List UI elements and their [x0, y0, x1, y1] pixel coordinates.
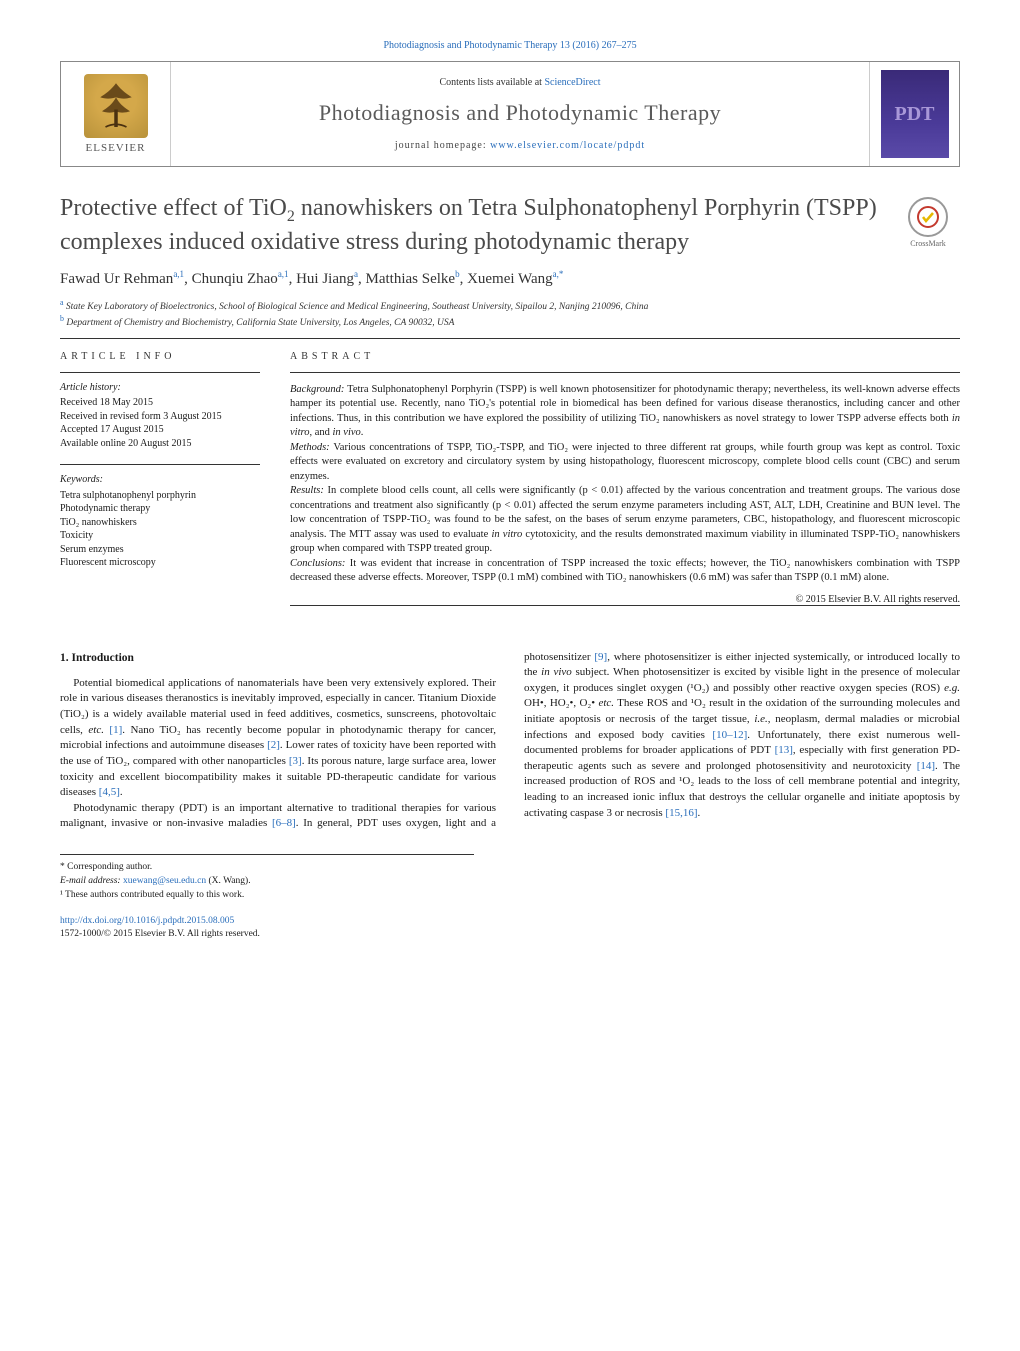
keywords-label: Keywords:: [60, 473, 260, 487]
history-item: Received 18 May 2015: [60, 396, 260, 410]
homepage-prefix: journal homepage:: [395, 140, 490, 151]
page-footer: http://dx.doi.org/10.1016/j.pdpdt.2015.0…: [60, 915, 960, 940]
affiliations-block: a State Key Laboratory of Bioelectronics…: [60, 298, 960, 330]
keyword-item: Photodynamic therapy: [60, 502, 260, 516]
footnotes-block: * Corresponding author. E-mail address: …: [60, 854, 474, 901]
ref-link[interactable]: [2]: [267, 739, 280, 751]
publisher-logo-block: ELSEVIER: [61, 62, 171, 166]
keywords-list: Tetra sulphotanophenyl porphyrinPhotodyn…: [60, 489, 260, 570]
ref-link[interactable]: [9]: [594, 651, 607, 663]
keyword-item: TiO₂ nanowhiskers: [60, 516, 260, 530]
abstract-column: abstract Background: Tetra Sulphonatophe…: [290, 351, 960, 616]
ref-link[interactable]: [10–12]: [712, 729, 747, 741]
email-tail: (X. Wang).: [206, 876, 250, 886]
abstract-heading: abstract: [290, 351, 960, 362]
ref-link[interactable]: [1]: [109, 724, 122, 736]
ref-link[interactable]: [6–8]: [272, 817, 296, 829]
sciencedirect-link[interactable]: ScienceDirect: [544, 77, 600, 88]
contents-prefix: Contents lists available at: [439, 77, 544, 88]
title-row: Protective effect of TiO2 nanowhiskers o…: [60, 193, 960, 257]
results-text: In complete blood cells count, all cells…: [290, 485, 960, 554]
issn-copyright-line: 1572-1000/© 2015 Elsevier B.V. All right…: [60, 928, 960, 940]
journal-cover-thumbnail: PDT: [881, 70, 949, 158]
top-citation: Photodiagnosis and Photodynamic Therapy …: [60, 40, 960, 51]
ref-link[interactable]: [14]: [917, 760, 935, 772]
history-block: Article history: Received 18 May 2015Rec…: [60, 381, 260, 451]
authors-line: Fawad Ur Rehmana,1, Chunqiu Zhaoa,1, Hui…: [60, 269, 960, 288]
masthead-center: Contents lists available at ScienceDirec…: [171, 62, 869, 166]
section-heading-intro: 1. Introduction: [60, 650, 496, 666]
masthead: ELSEVIER Contents lists available at Sci…: [60, 61, 960, 167]
keyword-item: Serum enzymes: [60, 543, 260, 557]
top-citation-link[interactable]: Photodiagnosis and Photodynamic Therapy …: [383, 40, 636, 51]
equal-contribution-note: ¹ These authors contributed equally to t…: [60, 889, 474, 902]
crossmark-widget[interactable]: CrossMark: [896, 197, 960, 248]
article-info-column: article info Article history: Received 1…: [60, 351, 260, 616]
ref-link[interactable]: [3]: [289, 755, 302, 767]
results-label: Results:: [290, 485, 324, 496]
corresponding-email-link[interactable]: xuewang@seu.edu.cn: [123, 876, 206, 886]
doi-link[interactable]: http://dx.doi.org/10.1016/j.pdpdt.2015.0…: [60, 916, 234, 926]
keyword-item: Fluorescent microscopy: [60, 556, 260, 570]
keyword-item: Toxicity: [60, 529, 260, 543]
article-title: Protective effect of TiO2 nanowhiskers o…: [60, 193, 884, 257]
conclusions-label: Conclusions:: [290, 558, 345, 569]
journal-title: Photodiagnosis and Photodynamic Therapy: [183, 100, 857, 126]
email-label: E-mail address:: [60, 876, 121, 886]
elsevier-tree-icon: [84, 74, 148, 138]
methods-label: Methods:: [290, 442, 330, 453]
bg-label: Background:: [290, 384, 344, 395]
email-line: E-mail address: xuewang@seu.edu.cn (X. W…: [60, 875, 474, 888]
body-columns: 1. Introduction Potential biomedical app…: [60, 650, 960, 832]
cover-letters: PDT: [895, 103, 935, 126]
keyword-item: Tetra sulphotanophenyl porphyrin: [60, 489, 260, 503]
history-item: Received in revised form 3 August 2015: [60, 410, 260, 424]
article-info-heading: article info: [60, 351, 260, 362]
publisher-name: ELSEVIER: [86, 142, 146, 154]
history-list: Received 18 May 2015Received in revised …: [60, 396, 260, 450]
cover-thumb-block: PDT: [869, 62, 959, 166]
history-item: Available online 20 August 2015: [60, 437, 260, 451]
page: Photodiagnosis and Photodynamic Therapy …: [0, 0, 1020, 980]
crossmark-badge-icon: [908, 197, 948, 237]
tree-svg: [88, 78, 144, 134]
corresponding-author-note: * Corresponding author.: [60, 861, 474, 874]
conclusions-text: It was evident that increase in concentr…: [290, 558, 960, 583]
methods-text: Various concentrations of TSPP, TiO₂-TSP…: [290, 442, 960, 482]
history-item: Accepted 17 August 2015: [60, 423, 260, 437]
bg-text: Tetra Sulphonatophenyl Porphyrin (TSPP) …: [290, 384, 960, 438]
abstract-body: Background: Tetra Sulphonatophenyl Porph…: [290, 383, 960, 586]
homepage-link[interactable]: www.elsevier.com/locate/pdpdt: [490, 140, 645, 151]
intro-para-1: Potential biomedical applications of nan…: [60, 676, 496, 801]
crossmark-label: CrossMark: [910, 239, 946, 248]
info-abstract-row: article info Article history: Received 1…: [60, 338, 960, 616]
abstract-copyright: © 2015 Elsevier B.V. All rights reserved…: [290, 594, 960, 605]
ref-link[interactable]: [15,16]: [665, 807, 697, 819]
ref-link[interactable]: [4,5]: [99, 786, 120, 798]
ref-link[interactable]: [13]: [775, 744, 793, 756]
homepage-line: journal homepage: www.elsevier.com/locat…: [183, 140, 857, 151]
contents-line: Contents lists available at ScienceDirec…: [183, 77, 857, 88]
keywords-block: Keywords: Tetra sulphotanophenyl porphyr…: [60, 473, 260, 570]
history-label: Article history:: [60, 381, 260, 395]
